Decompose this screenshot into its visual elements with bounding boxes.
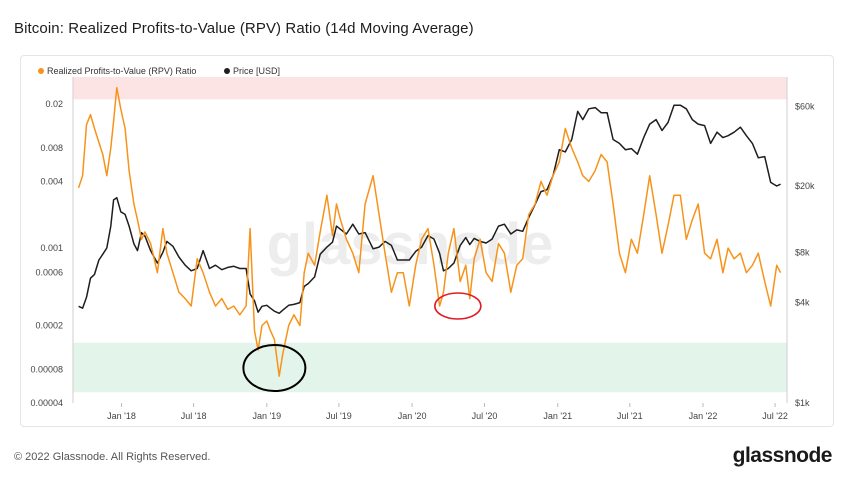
series-line-1 [78, 104, 781, 315]
x-tick-label: Jul '19 [326, 411, 352, 421]
legend-marker-rpv [38, 68, 44, 74]
legend-label-price: Price [USD] [233, 66, 280, 76]
x-tick-label: Jan '19 [252, 411, 281, 421]
x-tick-label: Jan '18 [107, 411, 136, 421]
annotation-circle-red [434, 292, 482, 320]
y-left-tick-label: 0.008 [40, 143, 63, 153]
copyright-text: © 2022 Glassnode. All Rights Reserved. [14, 451, 211, 463]
y-left-tick-label: 0.02 [45, 99, 63, 109]
annotation-circle-black [242, 344, 307, 392]
y-left-tick-label: 0.004 [40, 176, 63, 186]
high-band [73, 77, 787, 100]
x-tick-label: Jul '21 [617, 411, 643, 421]
y-left-tick-label: 0.001 [40, 243, 63, 253]
y-right-tick-label: $20k [795, 181, 815, 191]
chart-svg: glassnode 0.02 0.008 0.004 0.001 0.0006 0.0002… [30, 66, 815, 421]
y-left-tick-label: 0.0006 [35, 268, 63, 278]
y-right-tick-label: $4k [795, 298, 810, 308]
chart-frame: glassnode 0.02 0.008 0.004 0.001 0.0006 0.0002… [20, 55, 834, 427]
legend-label-rpv: Realized Profits-to-Value (RPV) Ratio [47, 66, 196, 76]
x-tick-label: Jan '21 [543, 411, 572, 421]
chart-title: Bitcoin: Realized Profits-to-Value (RPV)… [14, 20, 474, 37]
y-right-tick-label: $1k [795, 398, 810, 408]
x-tick-label: Jan '22 [689, 411, 718, 421]
y-right-tick-label: $60k [795, 101, 815, 111]
y-left-tick-label: 0.00008 [30, 365, 63, 375]
watermark: glassnode [267, 212, 554, 277]
x-tick-label: Jul '22 [762, 411, 788, 421]
y-left-tick-label: 0.0002 [35, 321, 63, 331]
x-tick-label: Jul '18 [181, 411, 207, 421]
low-band [73, 342, 787, 393]
glassnode-logo: glassnode [732, 444, 833, 467]
x-tick-label: Jan '20 [398, 411, 427, 421]
y-left-tick-label: 0.00004 [30, 398, 63, 408]
series-line-0 [77, 86, 782, 377]
legend-marker-price [224, 68, 230, 74]
y-right-tick-label: $8k [795, 247, 810, 257]
x-tick-label: Jul '20 [472, 411, 498, 421]
